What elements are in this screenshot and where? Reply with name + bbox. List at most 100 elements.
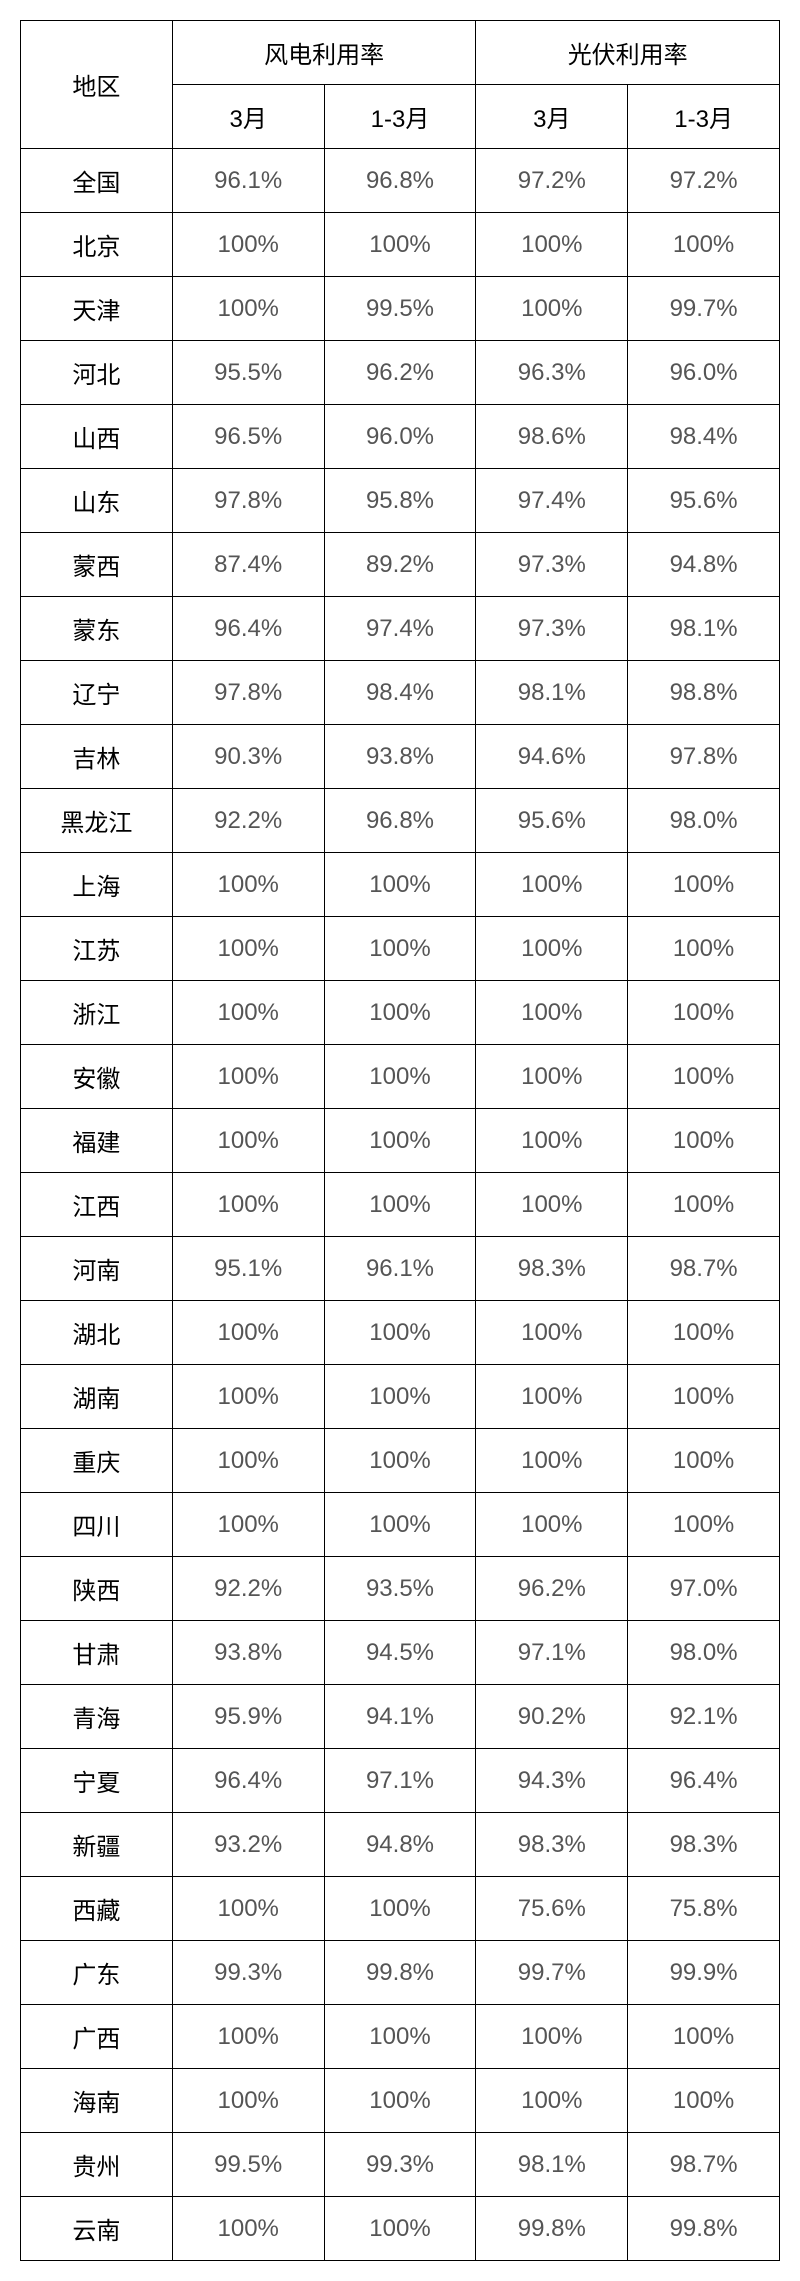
region-cell: 浙江 bbox=[21, 981, 173, 1045]
region-cell: 上海 bbox=[21, 853, 173, 917]
solar-jan-march-cell: 98.3% bbox=[628, 1813, 780, 1877]
solar-jan-march-cell: 100% bbox=[628, 981, 780, 1045]
solar-jan-march-cell: 100% bbox=[628, 917, 780, 981]
solar-march-cell: 98.3% bbox=[476, 1237, 628, 1301]
table-row: 广西100%100%100%100% bbox=[21, 2005, 780, 2069]
solar-march-cell: 75.6% bbox=[476, 1877, 628, 1941]
table-row: 湖南100%100%100%100% bbox=[21, 1365, 780, 1429]
wind-jan-march-cell: 100% bbox=[324, 1429, 476, 1493]
table-row: 天津100%99.5%100%99.7% bbox=[21, 277, 780, 341]
wind-jan-march-cell: 96.8% bbox=[324, 149, 476, 213]
solar-march-cell: 98.6% bbox=[476, 405, 628, 469]
wind-jan-march-cell: 96.2% bbox=[324, 341, 476, 405]
solar-jan-march-cell: 96.4% bbox=[628, 1749, 780, 1813]
region-cell: 河南 bbox=[21, 1237, 173, 1301]
wind-jan-march-cell: 94.1% bbox=[324, 1685, 476, 1749]
solar-march-cell: 100% bbox=[476, 853, 628, 917]
solar-march-cell: 100% bbox=[476, 1109, 628, 1173]
wind-march-cell: 96.5% bbox=[172, 405, 324, 469]
wind-march-cell: 100% bbox=[172, 917, 324, 981]
region-cell: 江苏 bbox=[21, 917, 173, 981]
wind-march-cell: 95.5% bbox=[172, 341, 324, 405]
wind-march-cell: 93.8% bbox=[172, 1621, 324, 1685]
table-row: 上海100%100%100%100% bbox=[21, 853, 780, 917]
solar-march-cell: 97.2% bbox=[476, 149, 628, 213]
table-row: 全国96.1%96.8%97.2%97.2% bbox=[21, 149, 780, 213]
region-cell: 新疆 bbox=[21, 1813, 173, 1877]
wind-march-cell: 97.8% bbox=[172, 469, 324, 533]
region-cell: 四川 bbox=[21, 1493, 173, 1557]
solar-jan-march-cell: 98.4% bbox=[628, 405, 780, 469]
wind-march-cell: 100% bbox=[172, 1173, 324, 1237]
wind-march-cell: 87.4% bbox=[172, 533, 324, 597]
wind-march-cell: 96.1% bbox=[172, 149, 324, 213]
wind-march-cell: 90.3% bbox=[172, 725, 324, 789]
table-row: 吉林90.3%93.8%94.6%97.8% bbox=[21, 725, 780, 789]
solar-march-cell: 100% bbox=[476, 917, 628, 981]
wind-jan-march-cell: 100% bbox=[324, 213, 476, 277]
wind-march-cell: 95.9% bbox=[172, 1685, 324, 1749]
solar-jan-march-cell: 100% bbox=[628, 1493, 780, 1557]
wind-march-cell: 100% bbox=[172, 1045, 324, 1109]
solar-march-cell: 98.1% bbox=[476, 2133, 628, 2197]
header-wind-jan-march: 1-3月 bbox=[324, 85, 476, 149]
solar-march-cell: 97.3% bbox=[476, 533, 628, 597]
solar-jan-march-cell: 99.8% bbox=[628, 2197, 780, 2261]
header-wind-march: 3月 bbox=[172, 85, 324, 149]
solar-jan-march-cell: 100% bbox=[628, 1045, 780, 1109]
region-cell: 河北 bbox=[21, 341, 173, 405]
region-cell: 福建 bbox=[21, 1109, 173, 1173]
wind-march-cell: 100% bbox=[172, 2005, 324, 2069]
solar-march-cell: 100% bbox=[476, 1365, 628, 1429]
table-row: 江苏100%100%100%100% bbox=[21, 917, 780, 981]
solar-march-cell: 90.2% bbox=[476, 1685, 628, 1749]
region-cell: 云南 bbox=[21, 2197, 173, 2261]
header-solar: 光伏利用率 bbox=[476, 21, 780, 85]
wind-march-cell: 97.8% bbox=[172, 661, 324, 725]
wind-jan-march-cell: 100% bbox=[324, 1109, 476, 1173]
table-row: 甘肃93.8%94.5%97.1%98.0% bbox=[21, 1621, 780, 1685]
solar-jan-march-cell: 97.8% bbox=[628, 725, 780, 789]
wind-jan-march-cell: 99.3% bbox=[324, 2133, 476, 2197]
wind-march-cell: 100% bbox=[172, 213, 324, 277]
solar-jan-march-cell: 92.1% bbox=[628, 1685, 780, 1749]
wind-jan-march-cell: 100% bbox=[324, 1365, 476, 1429]
solar-march-cell: 100% bbox=[476, 1173, 628, 1237]
wind-jan-march-cell: 94.5% bbox=[324, 1621, 476, 1685]
wind-march-cell: 92.2% bbox=[172, 789, 324, 853]
utilization-rate-table: 地区 风电利用率 光伏利用率 3月 1-3月 3月 1-3月 全国96.1%96… bbox=[20, 20, 780, 2261]
wind-march-cell: 100% bbox=[172, 2197, 324, 2261]
wind-jan-march-cell: 96.0% bbox=[324, 405, 476, 469]
solar-march-cell: 100% bbox=[476, 213, 628, 277]
wind-march-cell: 92.2% bbox=[172, 1557, 324, 1621]
wind-jan-march-cell: 96.8% bbox=[324, 789, 476, 853]
wind-jan-march-cell: 100% bbox=[324, 2197, 476, 2261]
wind-jan-march-cell: 100% bbox=[324, 2069, 476, 2133]
table-body: 全国96.1%96.8%97.2%97.2%北京100%100%100%100%… bbox=[21, 149, 780, 2261]
solar-march-cell: 98.1% bbox=[476, 661, 628, 725]
table-row: 浙江100%100%100%100% bbox=[21, 981, 780, 1045]
solar-jan-march-cell: 94.8% bbox=[628, 533, 780, 597]
wind-jan-march-cell: 100% bbox=[324, 1301, 476, 1365]
solar-jan-march-cell: 97.0% bbox=[628, 1557, 780, 1621]
solar-march-cell: 100% bbox=[476, 277, 628, 341]
region-cell: 宁夏 bbox=[21, 1749, 173, 1813]
wind-jan-march-cell: 96.1% bbox=[324, 1237, 476, 1301]
solar-march-cell: 95.6% bbox=[476, 789, 628, 853]
table-row: 福建100%100%100%100% bbox=[21, 1109, 780, 1173]
table-row: 河南95.1%96.1%98.3%98.7% bbox=[21, 1237, 780, 1301]
solar-march-cell: 100% bbox=[476, 1045, 628, 1109]
table-row: 新疆93.2%94.8%98.3%98.3% bbox=[21, 1813, 780, 1877]
wind-jan-march-cell: 100% bbox=[324, 917, 476, 981]
solar-jan-march-cell: 100% bbox=[628, 2069, 780, 2133]
solar-jan-march-cell: 100% bbox=[628, 853, 780, 917]
solar-march-cell: 97.3% bbox=[476, 597, 628, 661]
solar-march-cell: 96.2% bbox=[476, 1557, 628, 1621]
solar-jan-march-cell: 100% bbox=[628, 1109, 780, 1173]
solar-march-cell: 100% bbox=[476, 1429, 628, 1493]
wind-jan-march-cell: 100% bbox=[324, 981, 476, 1045]
wind-jan-march-cell: 100% bbox=[324, 1045, 476, 1109]
wind-jan-march-cell: 100% bbox=[324, 853, 476, 917]
wind-march-cell: 96.4% bbox=[172, 597, 324, 661]
table-row: 蒙西87.4%89.2%97.3%94.8% bbox=[21, 533, 780, 597]
